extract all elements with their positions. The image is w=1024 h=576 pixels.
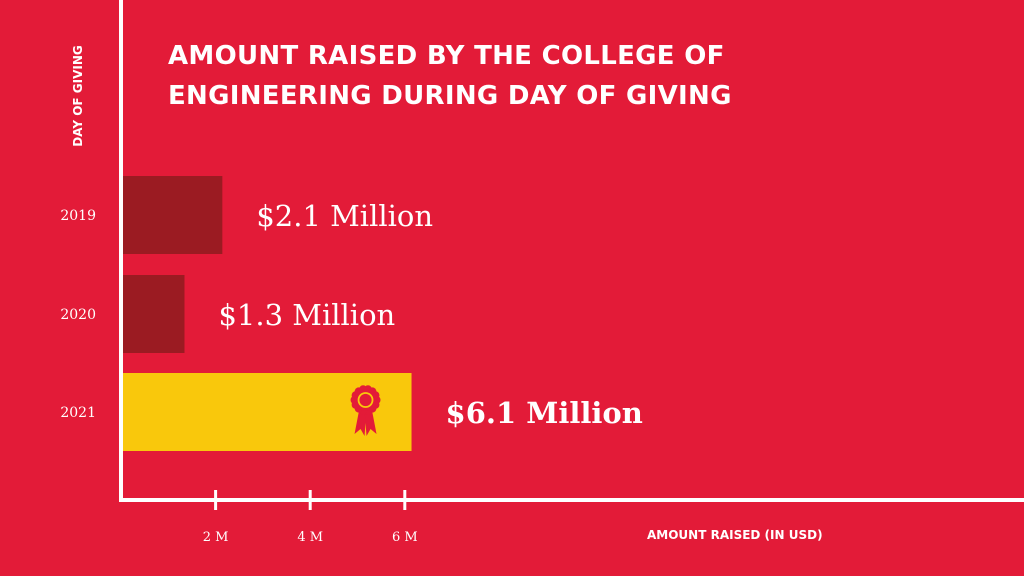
bar-2020 xyxy=(123,275,185,353)
x-axis-label: AMOUNT RAISED (IN USD) xyxy=(647,528,823,542)
value-label-2020: $1.3 Million xyxy=(218,298,395,332)
value-label-2019: $2.1 Million xyxy=(256,199,433,233)
value-label-2021: $6.1 Million xyxy=(446,396,643,430)
x-tick-label: 2 M xyxy=(203,530,229,545)
category-label-2021: 2021 xyxy=(60,405,96,421)
award-ribbon-icon xyxy=(350,385,381,436)
category-label-2019: 2019 xyxy=(60,208,96,224)
chart-title: AMOUNT RAISED BY THE COLLEGE OF ENGINEER… xyxy=(168,41,732,111)
x-tick-label: 4 M xyxy=(297,530,323,545)
category-label-2020: 2020 xyxy=(60,307,96,323)
y-axis-label: DAY OF GIVING xyxy=(71,45,85,147)
x-tick-label: 6 M xyxy=(392,530,418,545)
bar-2019 xyxy=(123,176,223,254)
